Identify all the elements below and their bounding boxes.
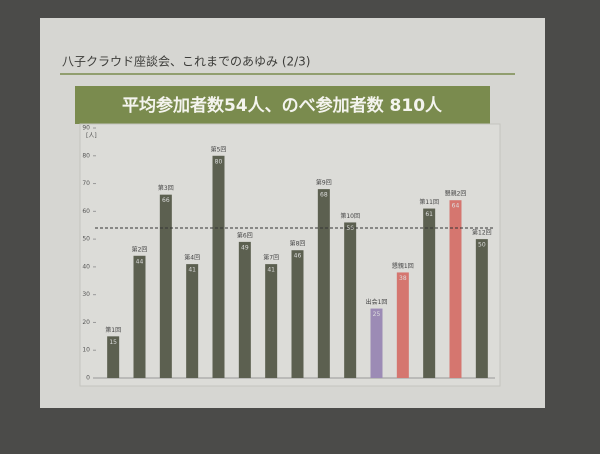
bar bbox=[265, 264, 278, 378]
bar-category-label: 第11回 bbox=[419, 198, 439, 206]
data-label: 66 bbox=[162, 197, 170, 204]
data-label: 38 bbox=[399, 275, 407, 282]
data-label: 61 bbox=[425, 211, 433, 218]
data-label: 41 bbox=[267, 267, 275, 274]
data-label: 25 bbox=[373, 311, 381, 318]
bar bbox=[186, 264, 199, 378]
y-tick-label: 80 bbox=[82, 152, 90, 159]
bar-category-label: 第8回 bbox=[290, 240, 306, 248]
bar bbox=[133, 255, 146, 378]
slide-title: 八子クラウド座談会、これまでのあゆみ (2/3) bbox=[62, 54, 311, 69]
y-tick-label: 0 bbox=[86, 375, 90, 382]
y-axis-label: [人] bbox=[86, 133, 97, 140]
data-label: 64 bbox=[452, 203, 460, 210]
bar-category-label: 第2回 bbox=[132, 245, 148, 253]
bar bbox=[107, 336, 120, 378]
bar bbox=[291, 250, 304, 378]
bar bbox=[159, 194, 172, 378]
y-tick-label: 60 bbox=[82, 208, 90, 215]
y-tick-label: 40 bbox=[82, 263, 90, 270]
y-tick-label: 10 bbox=[82, 347, 90, 354]
bar bbox=[344, 222, 357, 378]
bar-category-label: 第12回 bbox=[472, 229, 492, 237]
data-label: 68 bbox=[320, 192, 328, 199]
data-label: 41 bbox=[188, 267, 196, 274]
data-label: 46 bbox=[294, 253, 302, 260]
bar bbox=[238, 241, 251, 378]
y-tick-label: 70 bbox=[82, 180, 90, 187]
bar-category-label: 第4回 bbox=[184, 254, 200, 262]
bar-category-label: 第3回 bbox=[158, 184, 174, 192]
banner bbox=[75, 86, 490, 124]
bar-category-label: 第10回 bbox=[340, 212, 360, 220]
y-tick-label: 90 bbox=[82, 125, 90, 132]
bar-category-label: 懇親2回 bbox=[445, 190, 467, 198]
bar-category-label: 出会1回 bbox=[366, 298, 388, 306]
bar-category-label: 懇親1回 bbox=[392, 262, 414, 270]
data-label: 80 bbox=[215, 158, 223, 165]
y-tick-label: 30 bbox=[82, 291, 90, 298]
bar-category-label: 第9回 bbox=[316, 179, 332, 187]
bar bbox=[370, 308, 383, 378]
data-label: 44 bbox=[136, 258, 144, 265]
bar bbox=[475, 239, 488, 378]
bar bbox=[317, 189, 330, 378]
bar bbox=[396, 272, 409, 378]
bar-category-label: 第1回 bbox=[105, 326, 121, 334]
data-label: 50 bbox=[478, 242, 486, 249]
bar bbox=[423, 208, 436, 378]
bar-category-label: 第6回 bbox=[237, 231, 253, 239]
bar bbox=[212, 155, 225, 378]
bar-category-label: 第7回 bbox=[263, 254, 279, 262]
y-tick-label: 50 bbox=[82, 236, 90, 243]
bar bbox=[449, 200, 462, 378]
data-label: 15 bbox=[109, 339, 117, 346]
data-label: 49 bbox=[241, 244, 249, 251]
y-tick-label: 20 bbox=[82, 319, 90, 326]
chart-title: 平均参加者数54人、のべ参加者数 810人 bbox=[122, 95, 443, 116]
bar-category-label: 第5回 bbox=[211, 145, 227, 153]
